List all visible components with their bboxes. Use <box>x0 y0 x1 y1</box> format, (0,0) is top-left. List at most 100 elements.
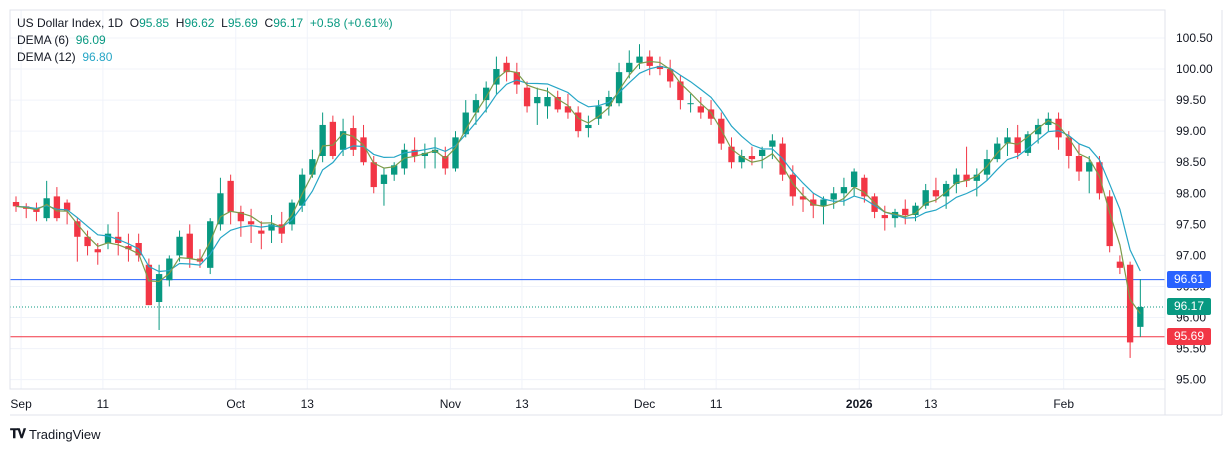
plot-frame <box>9 9 1166 390</box>
candle-body <box>43 198 50 219</box>
candle-body <box>472 100 480 113</box>
candle-up <box>421 143 429 169</box>
candle-up <box>626 50 633 79</box>
candle-body <box>932 190 940 197</box>
tradingview-brand[interactable]: 𝐓𝐕 TradingView <box>10 426 101 442</box>
candle-body <box>861 177 868 197</box>
candle-down <box>370 156 377 194</box>
close-value: 96.17 <box>273 16 304 30</box>
candle-body <box>288 202 296 225</box>
candle-up <box>452 131 459 172</box>
candle-body <box>942 183 950 197</box>
candle-up <box>850 168 858 197</box>
x-tick-label: Sep <box>10 397 32 411</box>
x-tick-label: 11 <box>97 397 110 411</box>
candle-down <box>329 115 337 160</box>
candle-down <box>902 199 909 225</box>
candle-down <box>718 112 725 150</box>
candle-up <box>1086 156 1093 194</box>
dema12-line <box>15 65 1141 273</box>
candle-up <box>104 224 112 250</box>
candle-body <box>963 174 970 181</box>
candle-up <box>1024 131 1032 157</box>
y-tick-label: 95.00 <box>1176 373 1206 387</box>
candle-down <box>810 193 817 219</box>
candle-down <box>53 187 61 222</box>
candle-down <box>1126 261 1134 358</box>
candle-up <box>319 112 326 163</box>
candle-body <box>881 215 888 219</box>
candle-body <box>656 65 664 70</box>
y-tick-label: 99.50 <box>1176 93 1206 107</box>
candle-down <box>554 90 561 113</box>
candle-body <box>707 109 715 119</box>
candle-up <box>585 115 592 138</box>
candle-body <box>994 143 1001 160</box>
candle-body <box>493 69 500 85</box>
candle-body <box>820 199 827 206</box>
candle-down <box>1075 143 1083 181</box>
x-tick-label: Dec <box>634 397 655 411</box>
candle-up <box>994 137 1001 163</box>
x-tick-label: 11 <box>710 397 723 411</box>
candle-body <box>155 274 163 303</box>
y-tick-label: 99.00 <box>1176 124 1206 138</box>
x-tick-label: Feb <box>1053 397 1074 411</box>
candle-up <box>953 168 960 194</box>
candle-down <box>697 96 704 119</box>
candle-body <box>1014 137 1021 153</box>
candle-down <box>1116 255 1124 275</box>
candle-up <box>299 168 306 212</box>
candle-up <box>176 230 183 262</box>
candle-up <box>43 180 50 222</box>
candle-body <box>84 236 91 247</box>
candle-body <box>1024 134 1032 153</box>
candle-body <box>799 196 807 200</box>
x-tick-label: 2026 <box>846 397 873 411</box>
price-lines <box>10 279 1165 338</box>
dema-lines <box>15 60 1141 314</box>
candle-down <box>84 230 91 256</box>
x-tick-label: 13 <box>924 397 938 411</box>
candle-down <box>881 205 888 231</box>
candle-body <box>1004 137 1011 144</box>
candle-body <box>902 208 909 216</box>
candle-down <box>799 187 807 212</box>
candle-body <box>544 96 551 107</box>
close-price-tag: 96.17 <box>1167 297 1211 315</box>
candle-body <box>1116 261 1124 268</box>
candle-body <box>370 162 377 188</box>
candle-up <box>830 187 837 209</box>
dema12-label: DEMA (12) <box>17 50 76 64</box>
candle-up <box>922 183 929 209</box>
candle-body <box>299 174 306 206</box>
x-tick-label: Oct <box>226 397 245 411</box>
dema6-row[interactable]: DEMA (6) 96.09 <box>17 32 393 49</box>
axes: 95.0095.5096.0096.5097.0097.5098.0098.50… <box>9 9 1223 416</box>
candle-up <box>973 168 980 197</box>
candle-body <box>53 196 61 219</box>
candle-body <box>626 62 633 73</box>
x-tick-label: 13 <box>515 397 529 411</box>
candle-down <box>666 59 674 88</box>
candle-down <box>237 205 245 237</box>
candle-body <box>574 112 582 132</box>
candle-down <box>503 56 510 82</box>
candle-body <box>564 106 572 113</box>
candle-body <box>421 152 429 157</box>
candle-down <box>186 224 193 268</box>
dema12-row[interactable]: DEMA (12) 96.80 <box>17 49 393 66</box>
candle-up <box>769 134 776 160</box>
tradingview-logo-icon: 𝐓𝐕 <box>10 426 26 441</box>
candle-body <box>74 221 81 237</box>
candle-body <box>268 224 275 231</box>
candle-body <box>1055 118 1062 138</box>
candle-up <box>912 202 919 222</box>
y-tick-label: 98.50 <box>1176 155 1206 169</box>
candle-up <box>207 218 214 275</box>
candle-up <box>758 146 766 169</box>
candle-body <box>687 103 694 105</box>
candle-body <box>380 174 388 184</box>
low-price-tag: 95.69 <box>1167 327 1211 345</box>
